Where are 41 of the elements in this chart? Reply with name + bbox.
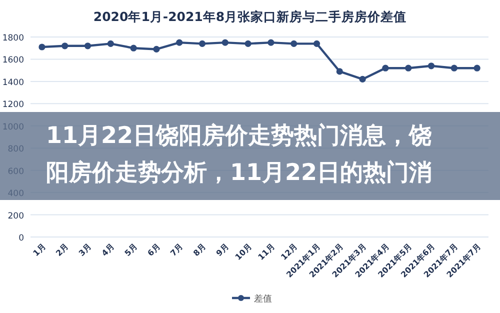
point xyxy=(62,42,68,50)
point xyxy=(176,39,183,46)
point xyxy=(474,64,480,72)
x-tick-label: 7月 xyxy=(168,242,185,258)
point xyxy=(313,40,320,47)
point xyxy=(268,39,274,46)
point xyxy=(84,42,92,50)
x-tick-label: 11月 xyxy=(256,242,276,262)
y-tick-label: 0 xyxy=(18,234,24,244)
point xyxy=(107,40,114,47)
point xyxy=(382,64,389,72)
point xyxy=(290,40,298,47)
y-tick-label: 1800 xyxy=(2,34,24,44)
point xyxy=(153,46,160,53)
x-tick-label: 4月 xyxy=(100,242,116,258)
x-tick-label: 2月 xyxy=(54,242,70,258)
point xyxy=(336,68,343,75)
x-tick-label: 5月 xyxy=(123,242,139,258)
legend-label: 差值 xyxy=(254,294,272,304)
x-tick-label: 12月 xyxy=(279,242,300,262)
point xyxy=(130,44,137,52)
point xyxy=(38,44,46,50)
x-tick-label: 1月 xyxy=(31,242,48,258)
y-tick-label: 1400 xyxy=(2,78,24,88)
point xyxy=(359,76,366,83)
point xyxy=(222,39,228,46)
x-tick-label: 3月 xyxy=(77,242,94,258)
x-tick-label: 10月 xyxy=(234,242,254,262)
point xyxy=(450,64,458,72)
point xyxy=(244,40,252,47)
x-tick-label: 9月 xyxy=(214,242,231,258)
chart-title: 2020年1月-2021年8月张家口新房与二手房房价差值 xyxy=(93,9,407,24)
point xyxy=(198,40,206,47)
y-tick-label: 1600 xyxy=(2,56,24,66)
point xyxy=(405,64,412,72)
x-tick-label: 8月 xyxy=(192,242,208,258)
x-tick-label: 6月 xyxy=(146,242,162,258)
point xyxy=(428,62,435,70)
annotation: 11月22日饶阳房价走势热门消息，饶阳房价走势分析，11月22日的热门消 xyxy=(46,122,432,186)
y-tick-label: 200 xyxy=(8,211,24,222)
y-tick-label: 1200 xyxy=(2,100,24,110)
